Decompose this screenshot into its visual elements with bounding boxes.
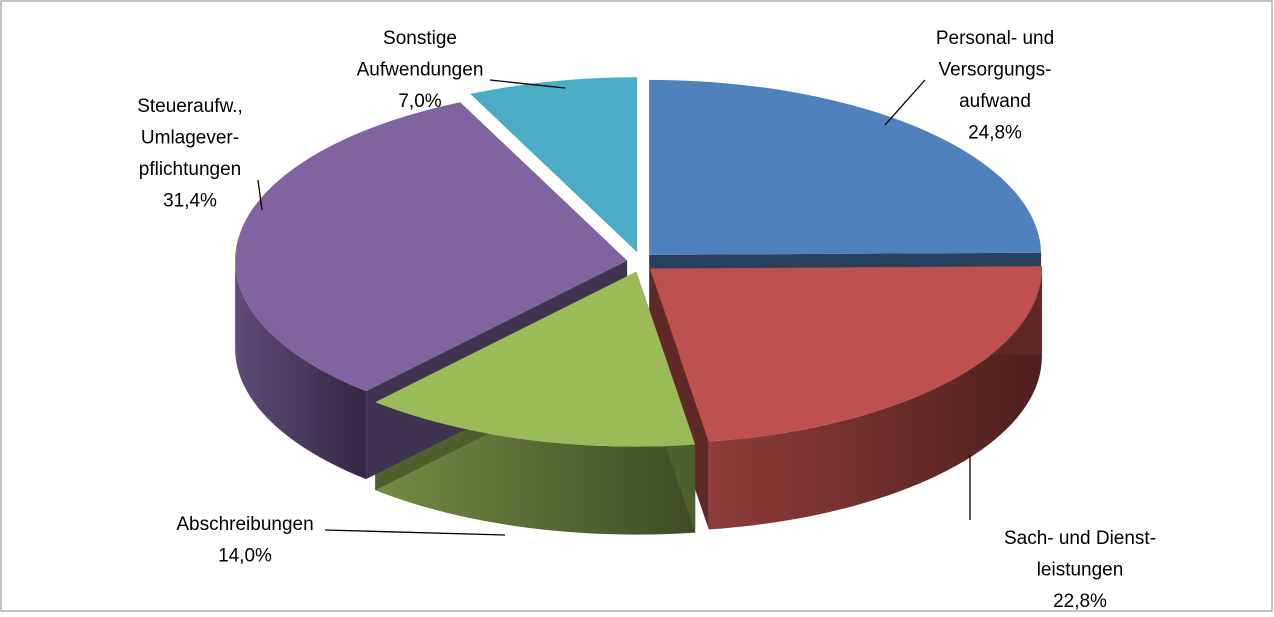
label-line: Versorgungs- — [938, 60, 1051, 81]
slice-side — [235, 260, 367, 480]
slice-label: Sonstige Aufwendungen — [357, 28, 484, 81]
label-line: leistungen — [1037, 560, 1124, 581]
leader-line — [884, 79, 926, 126]
value-label: 31,4% — [163, 191, 217, 212]
slice — [235, 102, 628, 392]
leader-line — [324, 529, 506, 536]
value-label: 22,8% — [1053, 591, 1107, 612]
slice — [375, 271, 696, 447]
label-line: Personal- und — [936, 28, 1054, 49]
slice-label: Abschreibungen — [176, 514, 313, 535]
label-line: Abschreibungen — [176, 514, 313, 535]
value-label: 24,8% — [968, 123, 1022, 144]
label-line: Steueraufw., — [137, 96, 243, 117]
labels: Personal- und Versorgungs-aufwand 24,8% Sac… — [137, 28, 1156, 612]
slice — [470, 77, 638, 253]
slice-side — [708, 268, 1042, 530]
tops — [235, 77, 1042, 447]
slice — [649, 79, 1042, 255]
label-line: Sach- und Dienst- — [1004, 528, 1156, 549]
label-line: aufwand — [959, 91, 1031, 112]
value-label: 14,0% — [218, 546, 272, 567]
leader-line — [257, 179, 263, 211]
label-line: Aufwendungen — [357, 60, 484, 81]
slice-label: Sach- und Dienst-leistungen — [1004, 528, 1156, 581]
slice — [649, 266, 1042, 442]
label-line: Sonstige — [383, 28, 457, 49]
label-line: Umlagever- — [141, 128, 239, 149]
slice-label: Steueraufw., Umlagever-pflichtungen — [137, 96, 243, 180]
slice-label: Personal- und Versorgungs-aufwand — [936, 28, 1054, 112]
value-label: 7,0% — [398, 91, 441, 112]
leader-line — [489, 79, 566, 89]
label-line: pflichtungen — [139, 159, 241, 180]
